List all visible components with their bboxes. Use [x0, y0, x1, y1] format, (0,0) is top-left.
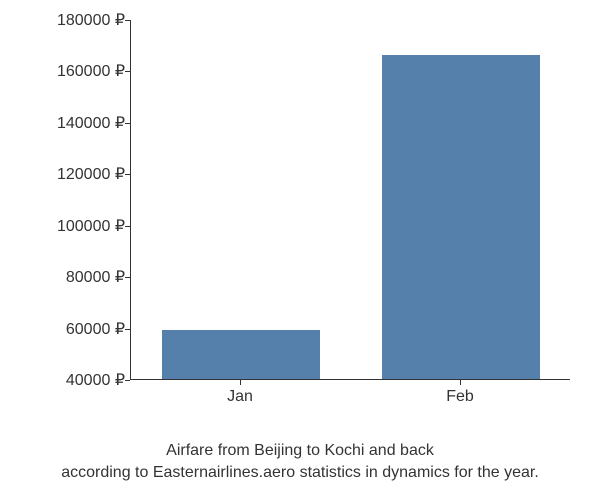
plot-area: [130, 20, 570, 380]
y-tick-mark: [125, 380, 130, 381]
y-tick-label: 140000 ₽: [25, 113, 125, 133]
x-tick-mark: [460, 380, 461, 385]
caption-line-1: Airfare from Beijing to Kochi and back: [166, 442, 434, 459]
chart-caption: Airfare from Beijing to Kochi and back a…: [0, 440, 600, 483]
y-tick-mark: [125, 123, 130, 124]
y-tick-label: 60000 ₽: [25, 319, 125, 339]
y-tick-mark: [125, 174, 130, 175]
y-tick-label: 160000 ₽: [25, 61, 125, 81]
y-tick-label: 100000 ₽: [25, 216, 125, 236]
x-tick-label: Jan: [227, 388, 253, 406]
x-tick-label: Feb: [446, 388, 474, 406]
y-tick-label: 180000 ₽: [25, 10, 125, 30]
x-tick-mark: [240, 380, 241, 385]
bar: [382, 55, 540, 379]
caption-line-2: according to Easternairlines.aero statis…: [61, 464, 539, 481]
y-tick-mark: [125, 71, 130, 72]
chart-container: 40000 ₽ 60000 ₽ 80000 ₽ 100000 ₽ 120000 ₽ 140…: [20, 10, 580, 430]
y-tick-mark: [125, 329, 130, 330]
y-tick-mark: [125, 277, 130, 278]
y-tick-mark: [125, 226, 130, 227]
y-tick-label: 40000 ₽: [25, 370, 125, 390]
y-tick-label: 120000 ₽: [25, 164, 125, 184]
y-tick-label: 80000 ₽: [25, 267, 125, 287]
y-tick-mark: [125, 20, 130, 21]
bar: [162, 330, 320, 379]
